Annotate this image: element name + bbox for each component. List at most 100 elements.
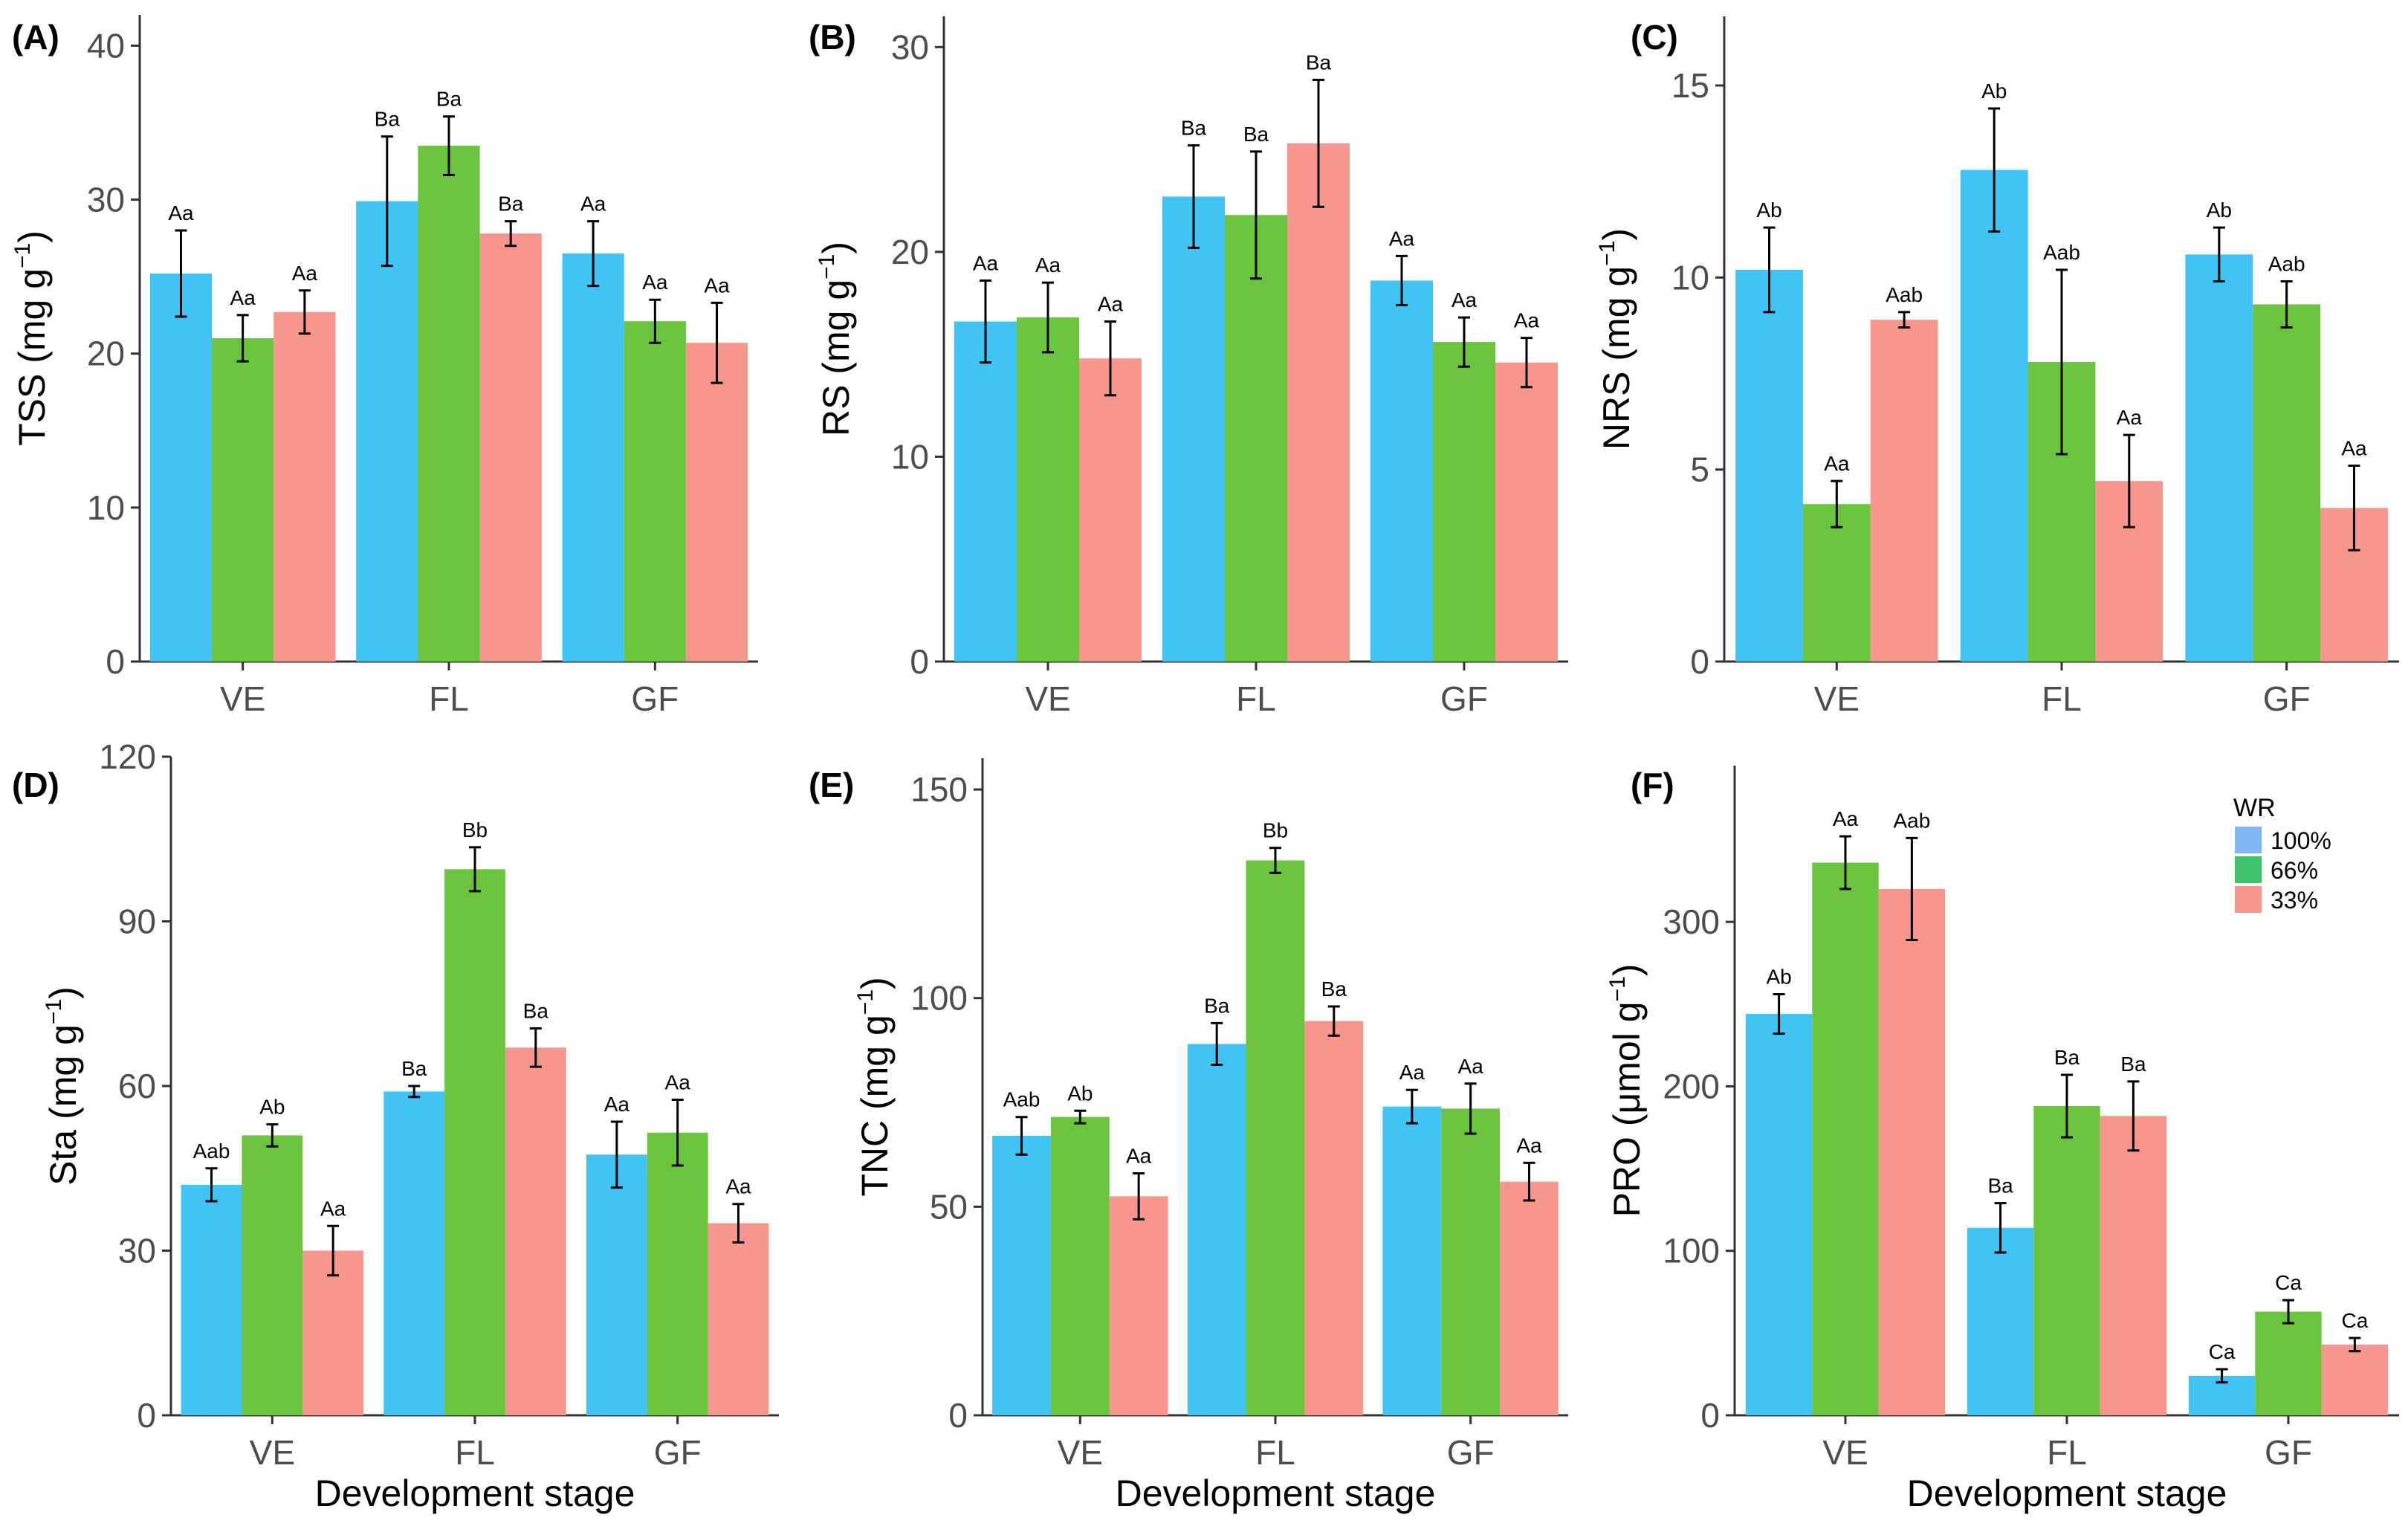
y-axis-title-end: ) <box>42 986 84 999</box>
significance-label: Bb <box>462 818 488 841</box>
x-tick-label: FL <box>2042 679 2082 718</box>
bar <box>356 201 418 662</box>
legend-title: WR <box>2233 794 2276 822</box>
significance-label: Aa <box>1098 293 1124 316</box>
bar <box>685 343 748 662</box>
significance-label: Aa <box>1399 1061 1425 1084</box>
bar <box>418 146 480 662</box>
bar <box>1441 1108 1501 1415</box>
y-axis-title: TSS (mg g−1) <box>10 230 53 446</box>
y-axis-title-main: RS (mg g <box>815 279 857 436</box>
significance-label: Bb <box>1263 819 1288 842</box>
bar <box>1495 362 1558 662</box>
bar <box>2321 1344 2389 1415</box>
x-tick-label: GF <box>1447 1433 1495 1472</box>
bar <box>624 321 686 662</box>
bar <box>586 1154 647 1415</box>
significance-label: Aab <box>193 1140 230 1163</box>
y-tick-label: 20 <box>87 334 125 373</box>
significance-label: Aa <box>725 1175 751 1198</box>
x-tick-label: GF <box>2263 679 2311 718</box>
significance-label: Aa <box>665 1070 691 1093</box>
legend-swatch <box>2235 856 2262 883</box>
y-tick-label: 0 <box>1700 1396 1720 1435</box>
significance-label: Aab <box>1003 1088 1040 1111</box>
x-tick-label: GF <box>654 1433 702 1472</box>
bar <box>505 1047 566 1415</box>
bar <box>444 869 505 1415</box>
bar <box>149 274 213 662</box>
significance-label: Ba <box>523 999 549 1022</box>
y-tick-label: 30 <box>87 181 125 219</box>
y-axis-title: NRS (mg g−1) <box>1595 228 1637 450</box>
bar <box>1162 196 1225 662</box>
significance-label: Ba <box>1243 123 1269 146</box>
panel-label: (C) <box>1631 18 1678 56</box>
y-tick-label: 90 <box>118 902 156 941</box>
bar <box>2253 304 2321 662</box>
significance-label: Aa <box>642 271 668 294</box>
bar <box>212 338 274 662</box>
y-axis-title-end: ) <box>11 230 53 243</box>
significance-label: Ab <box>2207 198 2232 222</box>
bar <box>1870 320 1938 662</box>
significance-label: Ba <box>1204 994 1230 1017</box>
panel-f: (F) 0 100 200 300 VE Ab Aa Aab FL Ba Ba Ba GF Ca Ca Ca PR… <box>1605 766 2399 1514</box>
y-tick-label: 0 <box>1690 642 1709 681</box>
significance-label: Aab <box>2268 253 2305 276</box>
significance-label: Ba <box>436 88 462 111</box>
bar <box>1960 169 2028 662</box>
bar <box>479 233 542 662</box>
panel-label: (F) <box>1631 766 1674 804</box>
significance-label: Aa <box>604 1093 630 1116</box>
significance-label: Aa <box>580 193 606 216</box>
significance-label: Ab <box>259 1096 285 1119</box>
significance-label: Aa <box>973 251 999 274</box>
x-tick-label: FL <box>429 679 469 718</box>
bar <box>1079 358 1142 662</box>
y-axis-title-main: TNC (mg g <box>854 1015 896 1196</box>
x-tick-label: VE <box>220 679 265 718</box>
bar <box>1370 280 1433 662</box>
bar <box>1187 1044 1246 1415</box>
significance-label: Aa <box>1824 452 1850 475</box>
y-axis-title-superscript: −1 <box>1605 976 1630 1001</box>
bar <box>1050 1116 1110 1415</box>
y-tick-label: 300 <box>1663 902 1720 941</box>
bar <box>274 311 336 662</box>
significance-label: Aa <box>2341 437 2367 460</box>
panel-c: (C) 0 5 10 15 VE Ab Aa Aab FL Ab Aab Aa GF Ab Aab Aa NRS … <box>1595 16 2399 718</box>
bar <box>2033 1106 2100 1415</box>
significance-label: Aa <box>230 286 256 309</box>
y-tick-label: 60 <box>118 1067 156 1105</box>
legend-swatch <box>2235 827 2262 853</box>
significance-label: Ca <box>2342 1309 2369 1332</box>
bar <box>992 1135 1051 1415</box>
x-tick-label: VE <box>1814 679 1860 718</box>
y-axis-title-end: ) <box>1596 228 1637 241</box>
y-axis-title-main: NRS (mg g <box>1596 266 1637 450</box>
y-axis-title-end: ) <box>854 977 896 989</box>
bar <box>562 253 624 662</box>
legend-item-label: 100% <box>2271 827 2331 854</box>
x-tick-label: VE <box>1058 1433 1103 1472</box>
bar <box>1109 1196 1168 1415</box>
y-tick-label: 10 <box>1671 258 1709 297</box>
significance-label: Aab <box>1893 809 1930 832</box>
x-axis-title: Development stage <box>1116 1473 1436 1514</box>
x-axis-title: Development stage <box>315 1473 635 1514</box>
y-tick-label: 120 <box>99 737 156 776</box>
bar <box>1735 270 1803 662</box>
bar <box>1287 143 1350 662</box>
bar <box>302 1250 364 1415</box>
significance-label: Aa <box>1833 807 1859 830</box>
x-tick-label: FL <box>1236 679 1276 718</box>
x-tick-label: GF <box>631 679 679 718</box>
bar <box>1812 862 1879 1415</box>
y-axis-title-end: ) <box>1606 964 1648 977</box>
y-tick-label: 30 <box>118 1232 156 1270</box>
y-axis-title-main: TSS (mg g <box>11 268 53 446</box>
x-axis-title: Development stage <box>1907 1473 2227 1514</box>
significance-label: Ba <box>401 1057 427 1080</box>
